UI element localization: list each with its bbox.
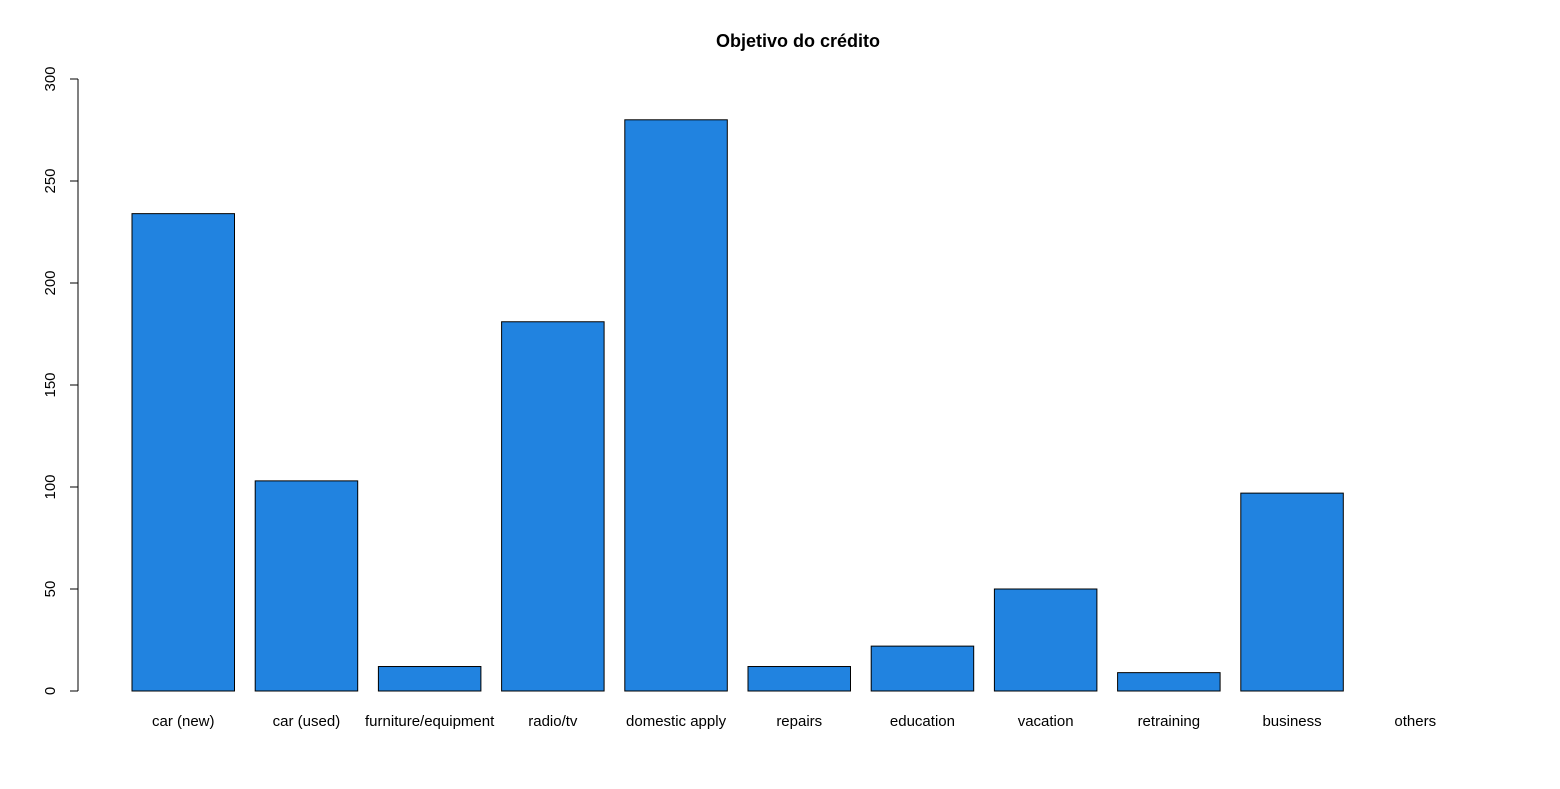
x-category-label: repairs xyxy=(776,713,822,730)
x-category-label: radio/tv xyxy=(528,713,578,730)
x-category-label: business xyxy=(1262,713,1321,730)
bar-domestic-apply xyxy=(624,119,728,692)
chart-title: Objetivo do crédito xyxy=(716,31,880,51)
y-tick-label: 200 xyxy=(42,270,59,295)
x-category-label: education xyxy=(890,713,955,730)
y-tick-label: 300 xyxy=(42,66,59,91)
bar-retraining xyxy=(1117,672,1221,692)
x-category-label: vacation xyxy=(1018,713,1074,730)
y-tick-label: 100 xyxy=(42,474,59,499)
y-tick-label: 50 xyxy=(42,581,59,598)
bar-education xyxy=(870,645,975,692)
bars-group xyxy=(131,119,1344,692)
x-axis-labels: car (new) car (used) furniture/equipment ra… xyxy=(152,713,1436,730)
bar-repairs xyxy=(747,666,851,692)
y-tick-label: 150 xyxy=(42,372,59,397)
x-category-label: car (new) xyxy=(152,713,215,730)
x-category-label: car (used) xyxy=(273,713,341,730)
bar-radio-tv xyxy=(501,321,605,692)
y-tick-label: 0 xyxy=(42,687,59,695)
x-category-label: furniture/equipment xyxy=(365,713,495,730)
x-category-label: others xyxy=(1394,713,1436,730)
bar-car-used xyxy=(254,480,359,692)
bar-business xyxy=(1240,492,1344,692)
bar-furniture-equipment xyxy=(377,666,482,692)
x-category-label: domestic apply xyxy=(626,713,727,730)
bar-vacation xyxy=(993,588,1098,692)
y-tick-label: 250 xyxy=(42,168,59,193)
y-axis: 0 50 100 150 200 250 300 xyxy=(42,66,78,695)
bar-car-new xyxy=(131,213,235,692)
x-category-label: retraining xyxy=(1138,713,1201,730)
